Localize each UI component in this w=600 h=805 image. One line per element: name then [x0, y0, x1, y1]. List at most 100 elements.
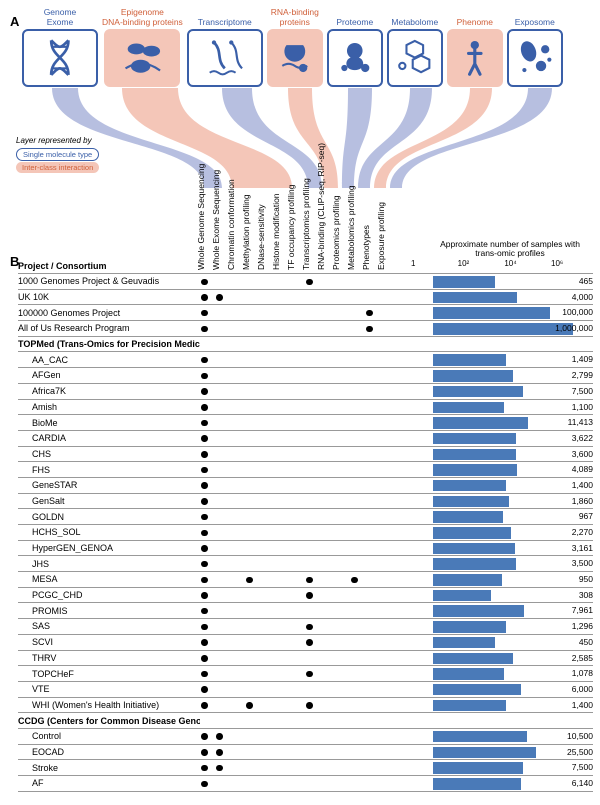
omic-card: [387, 29, 443, 87]
dot: [201, 639, 208, 646]
row-count: 3,500: [572, 558, 593, 568]
row-count: 7,500: [572, 386, 593, 396]
table-row: GenSalt1,860: [18, 493, 593, 509]
dot: [201, 686, 208, 693]
table-row: PCGC_CHD308: [18, 587, 593, 603]
bar: [433, 370, 513, 382]
row-label: 1000 Genomes Project & Geuvadis: [18, 276, 200, 286]
col-header-5: Histone modification: [271, 193, 281, 270]
omic-4: Proteome: [327, 5, 383, 87]
col-header-4: DNase-sensitivity: [256, 204, 266, 270]
dot: [201, 765, 208, 772]
bar: [433, 386, 523, 398]
dot: [306, 624, 313, 631]
row-label: All of Us Research Program: [18, 323, 200, 333]
panel-a: A GenomeExomeEpigenomeDNA-binding protei…: [0, 0, 600, 170]
omic-3: RNA-bindingproteins: [267, 5, 323, 87]
row-label: PROMIS: [18, 606, 200, 616]
table-row: AFGen2,799: [18, 367, 593, 383]
dot: [201, 420, 208, 427]
row-count: 950: [579, 574, 593, 584]
bar: [433, 464, 517, 476]
col-header-9: Proteomics profiling: [331, 195, 341, 270]
row-label: Africa7K: [18, 386, 200, 396]
row-count: 3,622: [572, 433, 593, 443]
row-count: 6,140: [572, 778, 593, 788]
table-row: EOCAD25,500: [18, 744, 593, 760]
row-count: 11,413: [568, 417, 593, 427]
legend-inter: Inter-class interaction: [16, 162, 99, 173]
omic-card: [267, 29, 323, 87]
omic-title: Phenome: [457, 5, 493, 27]
row-count: 1,078: [572, 668, 593, 678]
table-row: VTE6,000: [18, 681, 593, 697]
table-row: AA_CAC1,409: [18, 351, 593, 367]
bar: [433, 511, 503, 523]
table-row: HCHS_SOL2,270: [18, 524, 593, 540]
table-row: WHI (Women's Health Initiative) 1,400: [18, 697, 593, 713]
table-row: All of Us Research Program1,000,000: [18, 320, 593, 336]
dot: [306, 639, 313, 646]
row-count: 1,100: [572, 402, 593, 412]
omic-2: Transcriptome: [187, 5, 263, 87]
table-row: SCVI450: [18, 634, 593, 650]
bar: [433, 543, 515, 555]
omic-title: Proteome: [336, 5, 373, 27]
row-label: VTE: [18, 684, 200, 694]
row-count: 1,400: [572, 700, 593, 710]
dot: [201, 561, 208, 568]
col-header-6: TF occupancy profiling: [286, 184, 296, 270]
dot: [306, 592, 313, 599]
row-label: WHI (Women's Health Initiative): [18, 700, 200, 710]
bar: [433, 292, 517, 304]
row-label: PCGC_CHD: [18, 590, 200, 600]
bar: [433, 354, 506, 366]
omic-title: Exposome: [515, 5, 555, 27]
row-count: 2,270: [572, 527, 593, 537]
dot: [201, 530, 208, 537]
row-label: GenSalt: [18, 496, 200, 506]
omic-card: [447, 29, 503, 87]
omic-title: RNA-bindingproteins: [271, 5, 319, 27]
row-label: THRV: [18, 653, 200, 663]
row-label: SCVI: [18, 637, 200, 647]
omic-card: [507, 29, 563, 87]
dot: [201, 294, 208, 301]
dot: [246, 577, 253, 584]
col-header-0: Whole Genome Sequencing: [196, 164, 206, 270]
bar: [433, 731, 527, 743]
dot: [366, 326, 373, 333]
dot: [201, 514, 208, 521]
dot: [201, 655, 208, 662]
row-count: 1,409: [572, 354, 593, 364]
table-row: MESA950: [18, 571, 593, 587]
omic-title: Transcriptome: [198, 5, 252, 27]
data-table: 1000 Genomes Project & Geuvadis465UK 10K…: [18, 273, 593, 792]
axis-tick: 1: [411, 259, 415, 268]
dot: [201, 671, 208, 678]
bar: [433, 307, 550, 319]
row-label: UK 10K: [18, 292, 200, 302]
dot: [201, 373, 208, 380]
dot: [306, 671, 313, 678]
table-row: CHS3,600: [18, 446, 593, 462]
row-label: JHS: [18, 559, 200, 569]
omic-card: [327, 29, 383, 87]
dot: [306, 702, 313, 709]
dot: [306, 279, 313, 286]
dot: [201, 733, 208, 740]
table-row: TOPMed (Trans-Omics for Precision Medici…: [18, 336, 593, 352]
col-header-1: Whole Exome Sequencing: [211, 170, 221, 270]
row-label: TOPCHeF: [18, 669, 200, 679]
legend-header: Layer represented by: [16, 136, 99, 145]
dot: [201, 702, 208, 709]
table-row: PROMIS7,961: [18, 602, 593, 618]
axis-tick: 10⁶: [551, 259, 563, 268]
dot: [216, 765, 223, 772]
row-count: 3,161: [572, 543, 593, 553]
bar: [433, 574, 502, 586]
dot: [201, 592, 208, 599]
bar: [433, 417, 528, 429]
dot: [201, 451, 208, 458]
table-row: Africa7K 7,500: [18, 383, 593, 399]
